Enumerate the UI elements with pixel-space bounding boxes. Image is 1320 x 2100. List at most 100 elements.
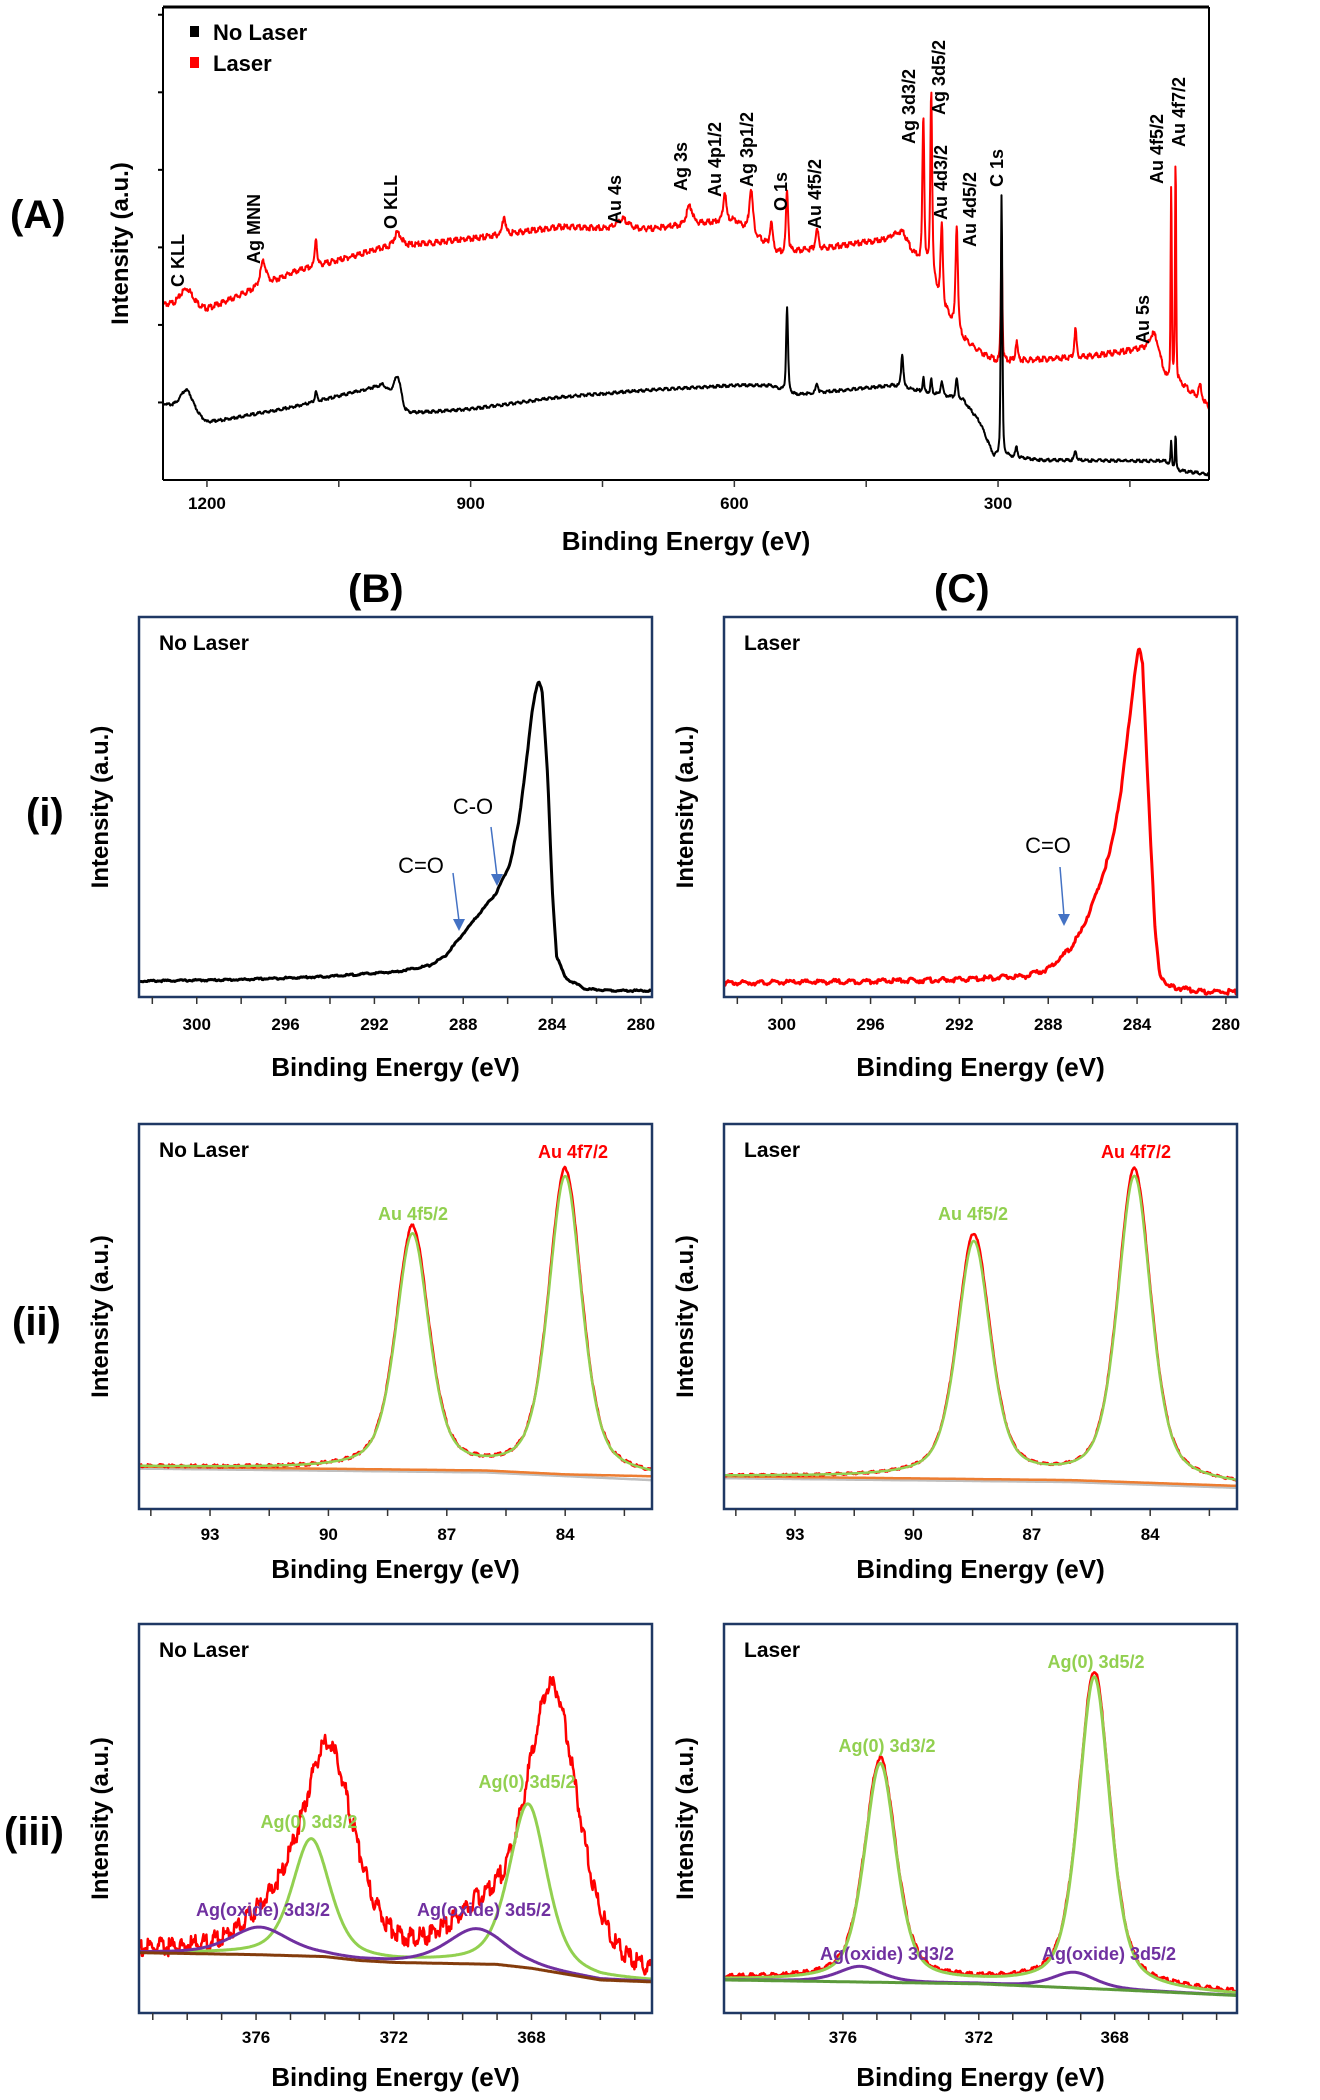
peak-label: Ag 3d3/2 xyxy=(899,69,919,144)
x-tick-label: 280 xyxy=(627,1015,655,1034)
peak-annotation: Au 4f5/2 xyxy=(378,1204,448,1224)
y-axis-title: Intensity (a.u.) xyxy=(87,726,114,889)
peak-annotation: C-O xyxy=(453,794,493,819)
series-line-3 xyxy=(139,1174,652,1472)
legend-label: Laser xyxy=(213,51,272,76)
series-line-0 xyxy=(724,647,1237,996)
y-axis-title: Intensity (a.u.) xyxy=(107,162,134,325)
arrow-icon xyxy=(452,872,460,922)
peak-label: C KLL xyxy=(168,234,188,287)
x-axis-title: Binding Energy (eV) xyxy=(271,2062,519,2092)
row-label-ii: (ii) xyxy=(12,1300,61,1344)
x-tick-label: 87 xyxy=(437,1525,456,1544)
peak-label: Ag 3s xyxy=(671,142,691,191)
plot-frame xyxy=(137,1622,654,2015)
series-line-0 xyxy=(139,680,652,994)
x-tick-label: 280 xyxy=(1212,1015,1240,1034)
peak-annotation: Ag(oxide) 3d3/2 xyxy=(820,1944,954,1964)
x-tick-label: 376 xyxy=(242,2028,270,2047)
panel-label-B: (B) xyxy=(348,567,404,611)
x-tick-label: 288 xyxy=(1034,1015,1062,1034)
plot-frame xyxy=(722,1122,1239,1511)
series-line-0 xyxy=(139,1467,652,1482)
x-axis-title: Binding Energy (eV) xyxy=(856,2062,1104,2092)
x-tick-label: 284 xyxy=(538,1015,567,1034)
inset-label: Laser xyxy=(744,1639,800,1662)
x-axis-title: Binding Energy (eV) xyxy=(271,1052,519,1082)
x-axis-title: Binding Energy (eV) xyxy=(271,1554,519,1584)
peak-label: C 1s xyxy=(987,149,1007,187)
peak-annotation: C=O xyxy=(398,853,444,878)
series-line-no-laser xyxy=(163,194,1209,477)
inset-label: No Laser xyxy=(159,1139,249,1162)
plot-frame xyxy=(722,615,1239,999)
x-tick-label: 292 xyxy=(360,1015,388,1034)
x-tick-label: 600 xyxy=(720,494,748,513)
x-tick-label: 368 xyxy=(1101,2028,1129,2047)
peak-annotation: Au 4f7/2 xyxy=(1101,1142,1171,1162)
peak-label: Au 4f5/2 xyxy=(805,159,825,229)
x-tick-label: 292 xyxy=(945,1015,973,1034)
inset-label: No Laser xyxy=(159,632,249,655)
peak-label: Ag 3p1/2 xyxy=(737,112,757,187)
chart-C-iii: 376 372 368 Binding Energy (eV) Intensity (a… xyxy=(672,1622,1239,2092)
peak-annotation: Ag(0) 3d3/2 xyxy=(838,1736,935,1756)
inset-label: Laser xyxy=(744,632,800,655)
series-line-1 xyxy=(724,1675,1237,1995)
arrowhead-icon xyxy=(491,874,503,886)
x-tick-label: 284 xyxy=(1123,1015,1152,1034)
chart-C-ii: 93 90 87 84 Binding Energy (eV) Intensity (a.… xyxy=(672,1122,1239,1584)
x-tick-label: 300 xyxy=(984,494,1012,513)
peak-label: O KLL xyxy=(381,175,401,229)
x-tick-label: 93 xyxy=(201,1525,220,1544)
x-tick-label: 93 xyxy=(786,1525,805,1544)
peak-label: Au 4p1/2 xyxy=(705,122,725,197)
x-tick-label: 288 xyxy=(449,1015,477,1034)
x-axis-title: Binding Energy (eV) xyxy=(856,1052,1104,1082)
chart-C-i: 300 296 292 288 284 280 Binding Energy (eV) Int… xyxy=(672,615,1240,1082)
inset-label: Laser xyxy=(744,1139,800,1162)
y-axis-title: Intensity (a.u.) xyxy=(87,1737,114,1900)
plot-frame xyxy=(722,1622,1239,2015)
x-tick-label: 368 xyxy=(517,2028,545,2047)
x-tick-label: 300 xyxy=(768,1015,796,1034)
peak-label: Ag MNN xyxy=(244,194,264,264)
x-tick-label: 300 xyxy=(183,1015,211,1034)
plot-frame xyxy=(137,615,654,999)
series-line-0 xyxy=(139,1675,652,1976)
peak-label: Au 4d5/2 xyxy=(960,172,980,247)
x-tick-label: 372 xyxy=(380,2028,408,2047)
chart-B-i: 300 296 292 288 284 280 Binding Energy (eV) Int… xyxy=(87,615,655,1082)
x-tick-label: 87 xyxy=(1022,1525,1041,1544)
legend-label: No Laser xyxy=(213,20,308,45)
arrowhead-icon xyxy=(453,919,465,931)
peak-label: O 1s xyxy=(771,172,791,211)
chart-A: 1200 900 600 300 Binding Energy (eV) Intensit… xyxy=(107,5,1210,556)
peak-label: Au 4f5/2 xyxy=(1147,114,1167,184)
x-tick-label: 90 xyxy=(904,1525,923,1544)
x-tick-label: 376 xyxy=(829,2028,857,2047)
x-tick-label: 84 xyxy=(1141,1525,1160,1544)
x-tick-label: 90 xyxy=(319,1525,338,1544)
y-axis-title: Intensity (a.u.) xyxy=(672,1235,699,1398)
chart-B-ii: 93 90 87 84 Binding Energy (eV) Intensity (a.… xyxy=(87,1122,654,1584)
arrow-icon xyxy=(1059,866,1065,917)
peak-annotation: C=O xyxy=(1025,833,1071,858)
legend-swatch xyxy=(190,57,199,68)
peak-annotation: Ag(oxide) 3d3/2 xyxy=(196,1900,330,1920)
chart-B-iii: 376 372 368 Binding Energy (eV) Intensity (a… xyxy=(87,1622,654,2092)
series-line-1 xyxy=(139,1465,652,1478)
series-line-laser xyxy=(163,91,1209,410)
peak-label: Au 4s xyxy=(605,175,625,224)
series-line-3 xyxy=(724,1174,1237,1482)
x-tick-label: 296 xyxy=(271,1015,299,1034)
peak-annotation: Ag(0) 3d5/2 xyxy=(1047,1652,1144,1672)
series-line-1 xyxy=(724,1475,1237,1488)
row-label-i: (i) xyxy=(26,791,64,835)
peak-label: Au 4f7/2 xyxy=(1169,77,1189,147)
peak-label: Au 4d3/2 xyxy=(931,145,951,220)
inset-label: No Laser xyxy=(159,1639,249,1662)
plot-frame xyxy=(137,1122,654,1511)
x-tick-label: 372 xyxy=(965,2028,993,2047)
